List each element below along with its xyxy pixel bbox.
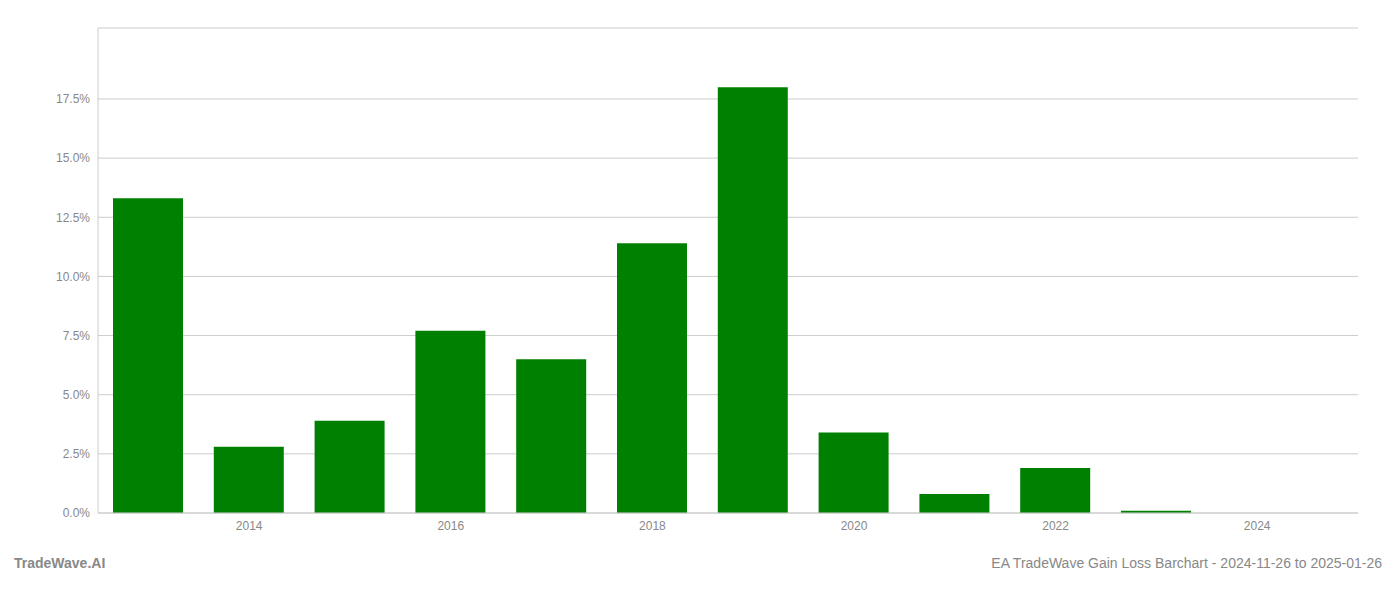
svg-text:15.0%: 15.0% [56, 151, 90, 165]
svg-text:2016: 2016 [437, 519, 464, 533]
svg-text:10.0%: 10.0% [56, 270, 90, 284]
svg-text:5.0%: 5.0% [63, 388, 91, 402]
svg-text:12.5%: 12.5% [56, 211, 90, 225]
html-text:TradeWave.AI: TradeWave.AI [14, 555, 106, 571]
svg-text:0.0%: 0.0% [63, 506, 91, 520]
svg-text:2.5%: 2.5% [63, 447, 91, 461]
svg-text:2018: 2018 [639, 519, 666, 533]
svg-text:2022: 2022 [1042, 519, 1069, 533]
html-text:EA TradeWave Gain Loss Barchar: EA TradeWave Gain Loss Barchart - 2024-1… [991, 555, 1382, 571]
svg-text:2024: 2024 [1244, 519, 1271, 533]
svg-text:17.5%: 17.5% [56, 92, 90, 106]
svg-text:7.5%: 7.5% [63, 329, 91, 343]
svg-text:2020: 2020 [841, 519, 868, 533]
svg-text:2014: 2014 [236, 519, 263, 533]
